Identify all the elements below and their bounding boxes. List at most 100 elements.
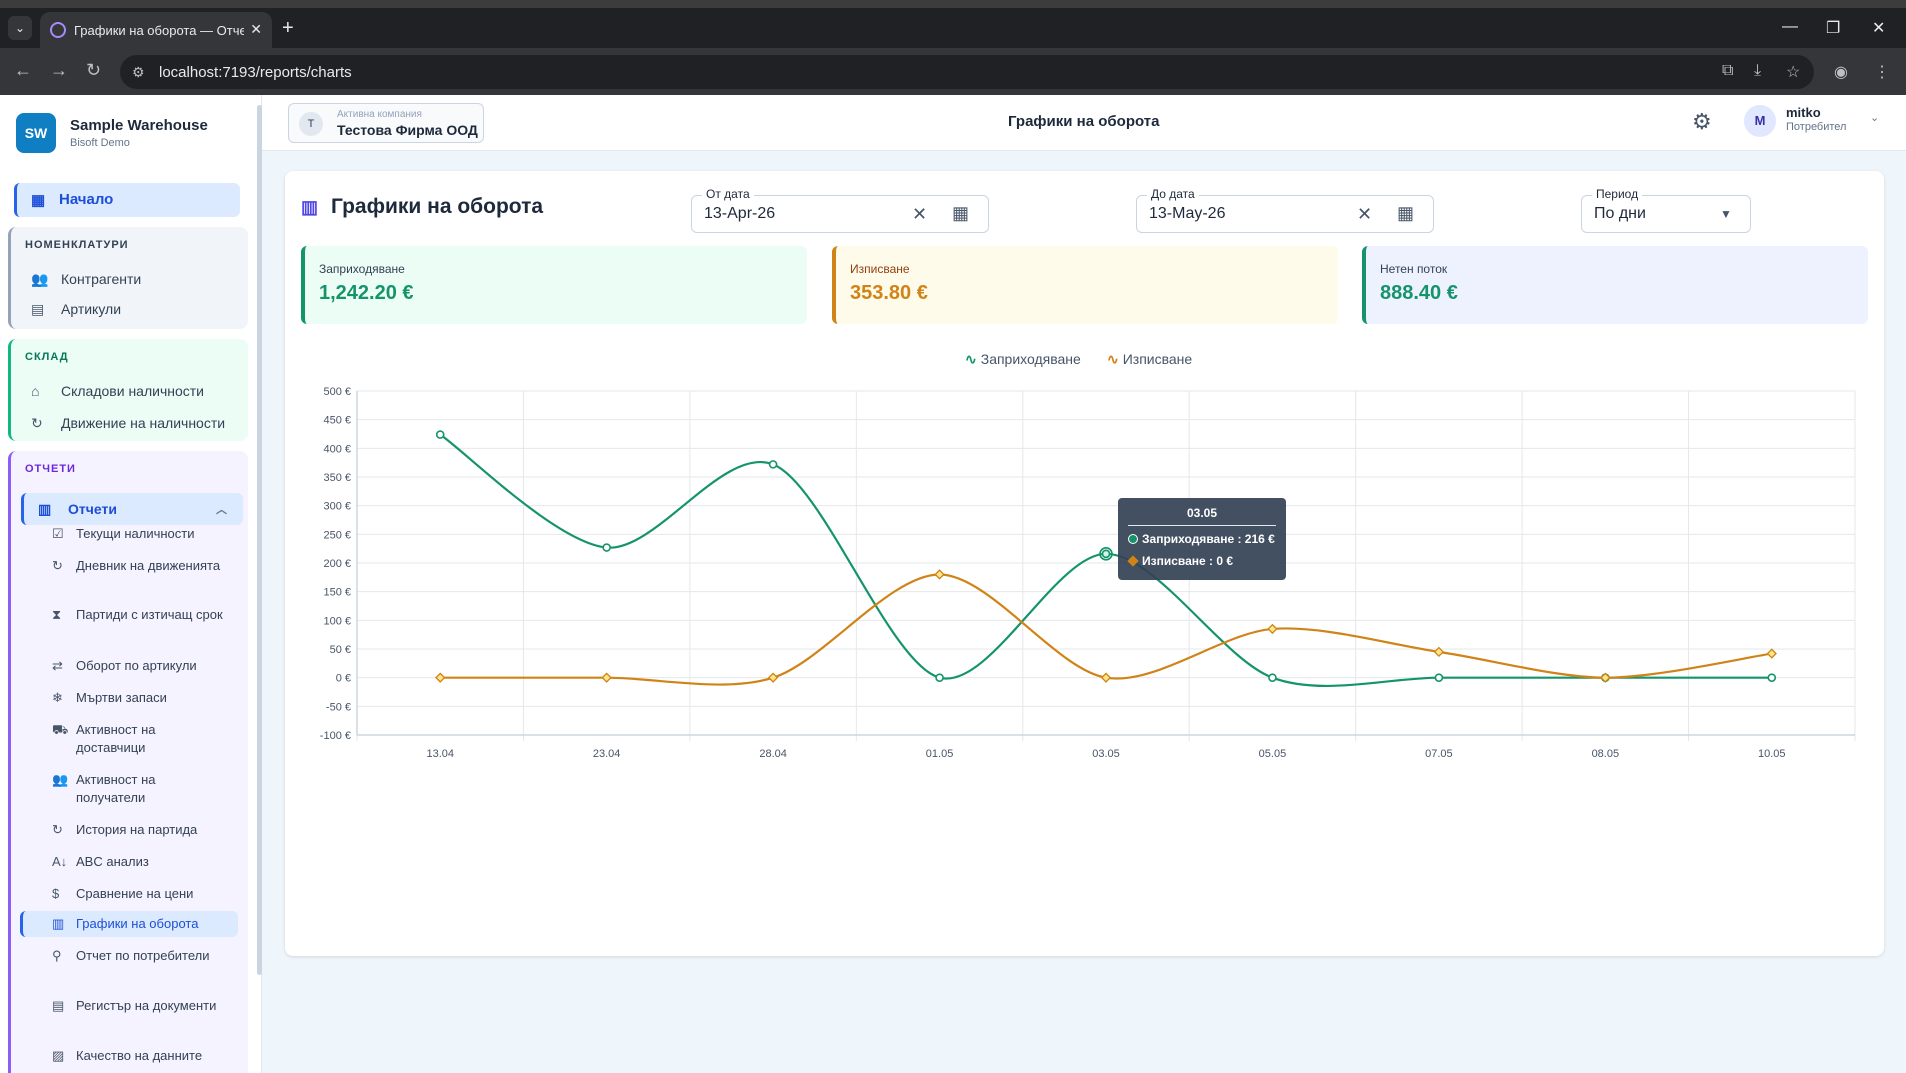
legend-outgo[interactable]: ∿ Изписване [1107, 351, 1192, 368]
calendar-icon[interactable]: ▦ [952, 203, 970, 223]
group-title: ОТЧЕТИ [25, 463, 76, 475]
browser-tab[interactable]: Графики на оборота — Отчети ✕ [40, 12, 272, 48]
calendar-icon[interactable]: ▦ [1397, 203, 1415, 223]
minimize-icon[interactable]: — [1782, 18, 1798, 35]
report-label: Регистър на документи [76, 998, 217, 1013]
company-caption: Активна компания [337, 109, 422, 120]
back-icon[interactable]: ← [14, 60, 32, 80]
profile-icon[interactable]: ◉ [1834, 64, 1848, 81]
browser-menu-icon[interactable]: ⋮ [1874, 64, 1890, 81]
report-label: ABC анализ [76, 854, 149, 869]
from-date-label: От дата [702, 187, 754, 201]
site-info-icon[interactable]: ⚙ [132, 64, 145, 80]
bar-chart-icon: ▥ [38, 501, 52, 517]
restore-icon[interactable]: ❐ [1826, 20, 1841, 37]
close-tab-icon[interactable]: ✕ [250, 21, 262, 37]
report-label: Сравнение на цени [76, 886, 194, 901]
period-value[interactable]: По дни [1594, 205, 1646, 222]
x-tick-label: 28.04 [759, 748, 787, 760]
kpi-outgo: Изписване 353.80 € [832, 246, 1338, 324]
to-date-label: До дата [1147, 187, 1199, 201]
y-tick-label: 50 € [330, 644, 351, 656]
y-tick-label: 300 € [323, 501, 351, 513]
sidebar: SW Sample Warehouse Bisoft Demo ▦ Начало… [0, 95, 262, 1073]
data-point-outgo [601, 672, 612, 683]
caret-down-icon[interactable]: ▼ [1720, 207, 1732, 221]
app-header: Т Активна компания Тестова Фирма ООД Гра… [262, 95, 1906, 151]
y-tick-label: -100 € [320, 730, 351, 742]
period-select[interactable]: Период По дни ▼ [1581, 187, 1751, 233]
data-point-income [1101, 549, 1111, 559]
report-label: Партиди с изтичащ срок [76, 607, 223, 622]
new-tab-button[interactable]: + [282, 17, 294, 39]
kpi-label: Нетен поток [1380, 262, 1448, 276]
report-label: Отчет по потребители [76, 948, 210, 963]
report-label: Текущи наличности [76, 526, 195, 541]
reload-icon[interactable]: ↻ [86, 60, 102, 80]
active-company-selector[interactable]: Т Активна компания Тестова Фирма ООД [288, 103, 484, 143]
chevron-up-icon[interactable]: ︿ [216, 504, 227, 516]
url-text[interactable]: localhost:7193/reports/charts [159, 64, 352, 81]
x-tick-label: 07.05 [1425, 748, 1453, 760]
user-search-icon: ⚲ [52, 948, 62, 963]
data-point-outgo [435, 672, 446, 683]
data-point-outgo [1766, 648, 1777, 659]
user-name: mitko [1786, 105, 1821, 120]
favicon-icon [50, 22, 66, 38]
price-icon: $ [52, 886, 60, 901]
archive-icon: ▤ [52, 998, 65, 1013]
clear-icon[interactable]: ✕ [912, 204, 928, 224]
avatar: M [1744, 105, 1776, 137]
tooltip-row-text: Изписване : 0 € [1142, 554, 1234, 568]
forward-icon[interactable]: → [50, 60, 68, 80]
group-title: НОМЕНКЛАТУРИ [25, 239, 129, 251]
kpi-value: 1,242.20 € [319, 282, 414, 304]
omnibox[interactable]: ⚙ localhost:7193/reports/charts [120, 55, 1814, 89]
turnover-chart: ∿ Заприходяване ∿ Изписване -100 € -50 €0 €… [285, 341, 1884, 761]
data-point-outgo [1600, 672, 1611, 683]
sidebar-item-label: Движение на наличности [61, 415, 226, 431]
truck-icon: ⛟ [52, 722, 69, 737]
legend-income[interactable]: ∿ Заприходяване [965, 351, 1081, 368]
from-date-value[interactable]: 13-Apr-26 [704, 205, 776, 222]
settings-gear-icon[interactable]: ⚙ [1692, 109, 1712, 134]
group-nomenclatures: НОМЕНКЛАТУРИ 👥 Контрагенти ▤ Артикули [8, 227, 248, 329]
y-tick-label: 500 € [323, 386, 351, 398]
warehouse-icon: ⌂ [31, 383, 40, 399]
sidebar-item-label: Складови наличности [61, 383, 205, 399]
to-date-value[interactable]: 13-May-26 [1149, 205, 1226, 222]
data-point-income [768, 460, 778, 469]
y-tick-label: 400 € [323, 443, 351, 455]
group-title: СКЛАД [25, 351, 69, 363]
to-date-field[interactable]: До дата 13-May-26 ✕ ▦ [1136, 187, 1434, 233]
bar-chart-icon: ▥ [301, 197, 319, 217]
report-label: История на партида [76, 822, 198, 837]
sidebar-item-home[interactable]: ▦ Начало [14, 183, 240, 217]
tab-search-button[interactable]: ⌄ [8, 16, 32, 40]
translate-icon[interactable]: ⧉ [1722, 62, 1734, 79]
brand-subtitle: Bisoft Demo [70, 137, 130, 149]
hover-point-income [1099, 547, 1113, 561]
y-tick-label: 150 € [323, 587, 351, 599]
tooltip-row-income: Заприходяване : 216 € [1128, 532, 1275, 546]
y-tick-label: 350 € [323, 472, 351, 484]
install-app-icon[interactable]: ⤓ [1754, 62, 1762, 79]
company-avatar: Т [299, 112, 323, 136]
sort-alpha-icon: A↓ [52, 854, 68, 869]
bookmark-star-icon[interactable]: ☆ [1786, 64, 1801, 81]
group-reports: ОТЧЕТИ ▥ Отчети ︿ [8, 451, 248, 1073]
x-tick-label: 05.05 [1259, 748, 1287, 760]
sidebar-item-label: Артикули [61, 301, 122, 317]
sidebar-scrollbar[interactable] [257, 105, 262, 975]
report-label: Мъртви запаси [76, 690, 167, 705]
hourglass-icon: ⧗ [52, 607, 62, 622]
data-point-income [435, 430, 445, 439]
close-window-icon[interactable]: ✕ [1872, 20, 1886, 37]
data-point-outgo [1100, 672, 1112, 683]
from-date-field[interactable]: От дата 13-Apr-26 ✕ ▦ [691, 187, 989, 233]
clear-icon[interactable]: ✕ [1357, 204, 1373, 224]
page-title: Графики на оборота [1008, 113, 1160, 130]
kpi-value: 353.80 € [850, 282, 928, 304]
sidebar-item-reports[interactable]: ▥ Отчети ︿ [21, 493, 243, 525]
brand-logo: SW [16, 113, 56, 153]
